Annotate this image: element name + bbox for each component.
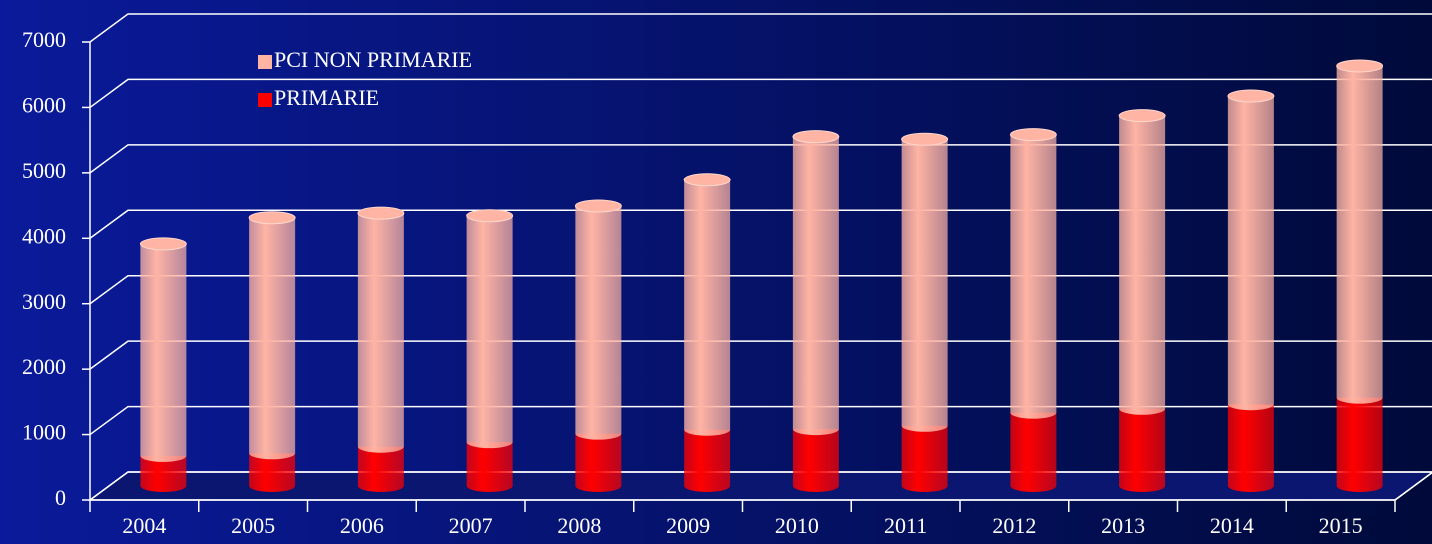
bar [466, 442, 513, 492]
bar [684, 429, 731, 492]
bar [575, 433, 622, 492]
bar-top [901, 132, 949, 146]
bar [1119, 408, 1166, 492]
y-tick-label: 6000 [22, 92, 66, 117]
x-tick-label: 2008 [557, 513, 601, 538]
bar [792, 429, 839, 492]
bar-top [1227, 89, 1275, 103]
bar-top [466, 209, 514, 223]
x-tick-label: 2014 [1210, 513, 1254, 538]
y-tick-label: 1000 [22, 420, 66, 445]
grid-line [89, 78, 1432, 109]
grid-line [89, 340, 1432, 370]
x-tick-label: 2015 [1319, 513, 1363, 538]
grid-line [89, 471, 1432, 501]
grid-line [89, 209, 1432, 239]
bar-top [1336, 59, 1384, 73]
bar-top [1009, 128, 1057, 142]
bar-top [248, 211, 296, 225]
bar [792, 136, 839, 436]
legend-label: PRIMARIE [274, 85, 379, 110]
bar [575, 205, 622, 440]
legend-swatch [258, 55, 272, 69]
right-edge [1394, 471, 1432, 501]
grid-line [89, 274, 1432, 305]
bar-top [139, 237, 187, 251]
y-tick-label: 5000 [22, 158, 66, 183]
bar [1010, 134, 1057, 419]
bar [901, 425, 948, 492]
bar [1119, 115, 1166, 415]
bar [249, 217, 296, 460]
bar-top [1118, 109, 1166, 123]
bar-top [683, 173, 731, 187]
bar [357, 213, 404, 453]
bar-top [792, 130, 840, 144]
x-tick-label: 2007 [449, 513, 493, 538]
x-tick-label: 2009 [666, 513, 710, 538]
y-tick-label: 2000 [22, 354, 66, 379]
legend-label: PCI NON PRIMARIE [274, 47, 472, 72]
bar [249, 453, 296, 492]
bar [140, 243, 187, 462]
x-tick-label: 2012 [992, 513, 1036, 538]
x-tick-label: 2004 [122, 513, 166, 538]
y-tick-label: 0 [55, 485, 66, 510]
x-tick-label: 2006 [340, 513, 384, 538]
grid-line [89, 405, 1432, 436]
grid-line [89, 13, 1432, 43]
bar-top [357, 206, 405, 220]
grid-line [89, 144, 1432, 174]
y-tick-label: 7000 [22, 27, 66, 52]
bar [1227, 404, 1274, 492]
bar [1010, 412, 1057, 492]
bar [466, 215, 513, 449]
x-tick-label: 2005 [231, 513, 275, 538]
bar-top [574, 199, 622, 213]
x-tick-label: 2010 [775, 513, 819, 538]
bar [1336, 397, 1383, 492]
x-tick-label: 2013 [1101, 513, 1145, 538]
bar [901, 139, 948, 432]
legend-swatch [258, 93, 272, 107]
x-tick-label: 2011 [884, 513, 927, 538]
y-tick-label: 3000 [22, 289, 66, 314]
bar [140, 455, 187, 492]
bar [684, 179, 731, 436]
bar [1336, 65, 1383, 404]
bar [357, 446, 404, 492]
y-tick-label: 4000 [22, 223, 66, 248]
bar [1227, 96, 1274, 411]
